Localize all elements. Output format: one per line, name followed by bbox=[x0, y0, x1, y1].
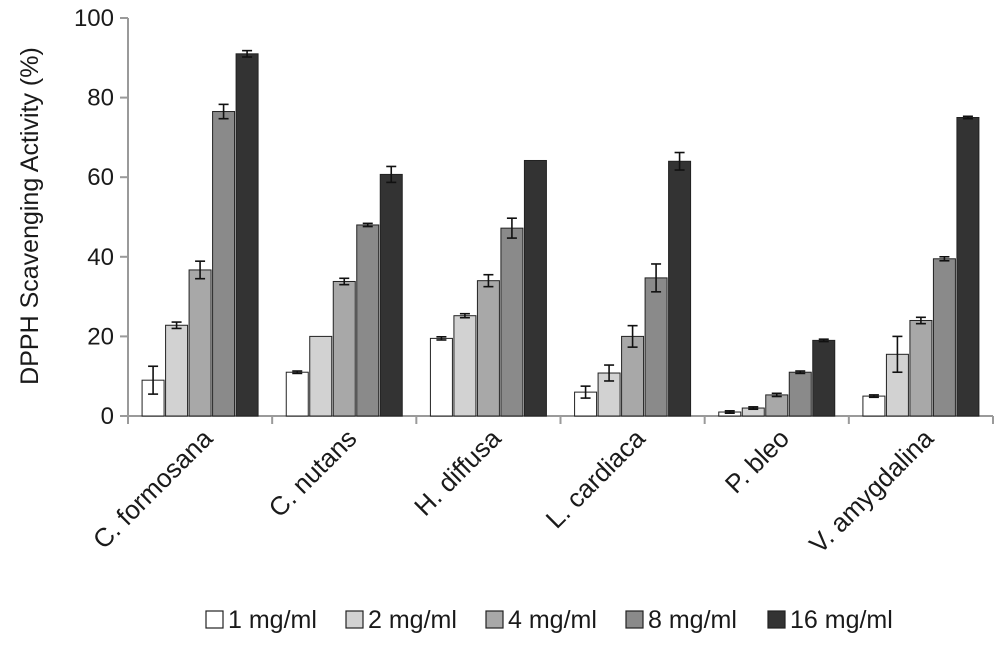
y-tick-label: 40 bbox=[87, 244, 114, 271]
bar bbox=[644, 277, 668, 417]
bar bbox=[862, 395, 886, 417]
legend-label: 16 mg/ml bbox=[790, 606, 893, 634]
y-axis-title-group: DPPH Scavenging Activity (%) bbox=[16, 47, 44, 385]
bar bbox=[235, 53, 259, 417]
bar bbox=[453, 315, 477, 417]
bar bbox=[956, 117, 980, 417]
bar bbox=[932, 258, 956, 417]
legend-label: 8 mg/ml bbox=[648, 606, 737, 634]
legend-label: 2 mg/ml bbox=[368, 606, 457, 634]
category-label: P. bleo bbox=[719, 423, 795, 499]
category-label: C. nutans bbox=[263, 423, 363, 523]
y-tick-label: 100 bbox=[74, 5, 114, 32]
category-label: C. formosana bbox=[87, 423, 219, 555]
error-bars bbox=[148, 49, 973, 415]
bar bbox=[500, 227, 524, 417]
x-ticks bbox=[127, 416, 994, 424]
bar bbox=[332, 280, 356, 417]
legend-swatch bbox=[485, 610, 504, 629]
y-tick-label: 20 bbox=[87, 323, 114, 350]
bar bbox=[188, 269, 212, 417]
bar bbox=[429, 337, 453, 417]
bar bbox=[523, 159, 547, 417]
bar bbox=[668, 160, 692, 417]
y-tick-label: 0 bbox=[101, 403, 114, 430]
category-labels: C. formosana C. nutans H. diffusa L. cardia… bbox=[87, 423, 940, 559]
bar bbox=[379, 173, 403, 417]
y-tick-label: 60 bbox=[87, 164, 114, 191]
category-label: V. amygdalina bbox=[803, 423, 939, 559]
bar bbox=[909, 319, 933, 417]
bar bbox=[812, 339, 836, 417]
y-tick-label: 80 bbox=[87, 85, 114, 112]
bar bbox=[788, 371, 812, 417]
category-label: H. diffusa bbox=[408, 423, 507, 522]
bar bbox=[285, 371, 309, 417]
bar bbox=[309, 335, 333, 417]
legend: 1 mg/ml 2 mg/ml 4 mg/ml 8 mg/ml 16 mg/ml bbox=[205, 606, 893, 634]
legend-label: 1 mg/ml bbox=[228, 606, 317, 634]
bar bbox=[212, 111, 236, 417]
category-label: L. cardiaca bbox=[540, 423, 652, 535]
legend-swatch bbox=[767, 610, 786, 629]
bar bbox=[765, 394, 789, 417]
bars bbox=[141, 53, 980, 417]
legend-label: 4 mg/ml bbox=[508, 606, 597, 634]
legend-swatch bbox=[205, 610, 224, 629]
bar bbox=[165, 324, 189, 417]
bar bbox=[621, 335, 645, 417]
y-ticks: 0 20 40 60 80 100 bbox=[74, 5, 128, 430]
legend-swatch bbox=[625, 610, 644, 629]
y-axis-title: DPPH Scavenging Activity (%) bbox=[16, 47, 44, 385]
bar bbox=[356, 224, 380, 417]
legend-swatch bbox=[345, 610, 364, 629]
bar bbox=[476, 280, 500, 417]
